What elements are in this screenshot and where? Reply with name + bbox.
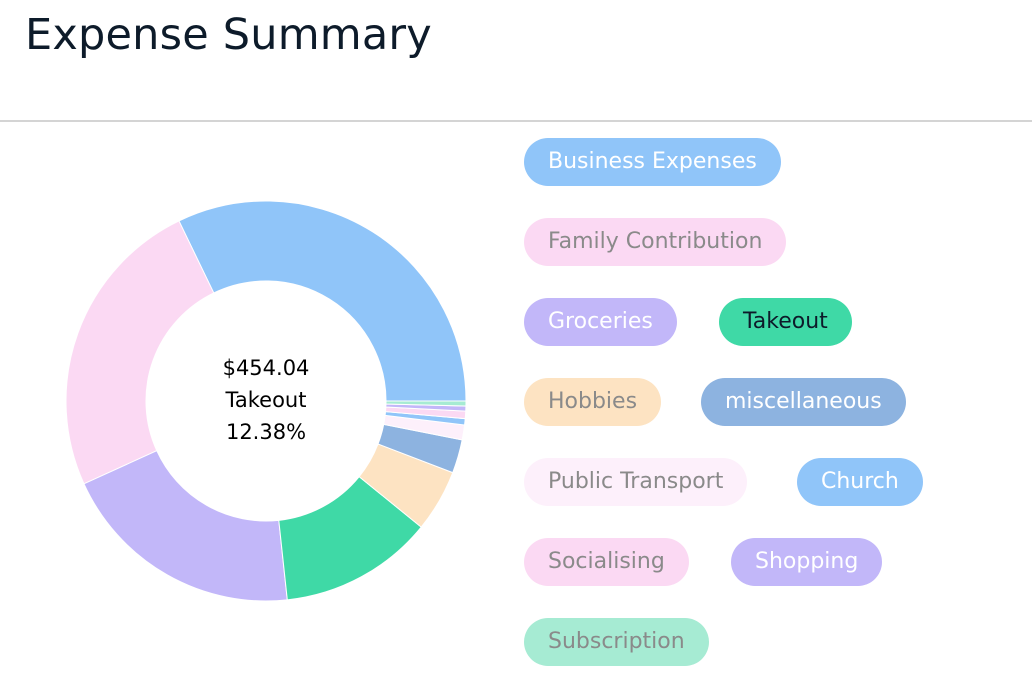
- legend-chip-business-expenses[interactable]: Business Expenses: [524, 138, 781, 186]
- donut-slice-family-contribution[interactable]: [65, 220, 215, 485]
- donut-slice-subscription[interactable]: [385, 400, 467, 407]
- header-divider: [0, 120, 1032, 122]
- legend-chip-family-contribution[interactable]: Family Contribution: [524, 218, 787, 266]
- legend-chip-groceries[interactable]: Groceries: [524, 298, 677, 346]
- legend-chip-shopping[interactable]: Shopping: [731, 538, 883, 586]
- donut-slice-groceries[interactable]: [83, 450, 288, 602]
- legend-chip-church[interactable]: Church: [797, 458, 923, 506]
- legend-chip-socialising[interactable]: Socialising: [524, 538, 689, 586]
- donut-chart: [65, 200, 467, 602]
- legend-chip-subscription[interactable]: Subscription: [524, 618, 709, 666]
- page-title: Expense Summary: [25, 10, 432, 60]
- center-percent: 12.38%: [225, 420, 307, 444]
- center-category: Takeout: [225, 388, 307, 412]
- donut-center-label: $454.04 Takeout 12.38%: [166, 352, 366, 448]
- legend-chip-miscellaneous[interactable]: miscellaneous: [701, 378, 906, 426]
- donut-slice-business-expenses[interactable]: [178, 200, 467, 402]
- legend-chip-takeout[interactable]: Takeout: [719, 298, 852, 346]
- legend-chip-public-transport[interactable]: Public Transport: [524, 458, 748, 506]
- center-amount: $454.04: [222, 356, 310, 380]
- legend-chip-hobbies[interactable]: Hobbies: [524, 378, 662, 426]
